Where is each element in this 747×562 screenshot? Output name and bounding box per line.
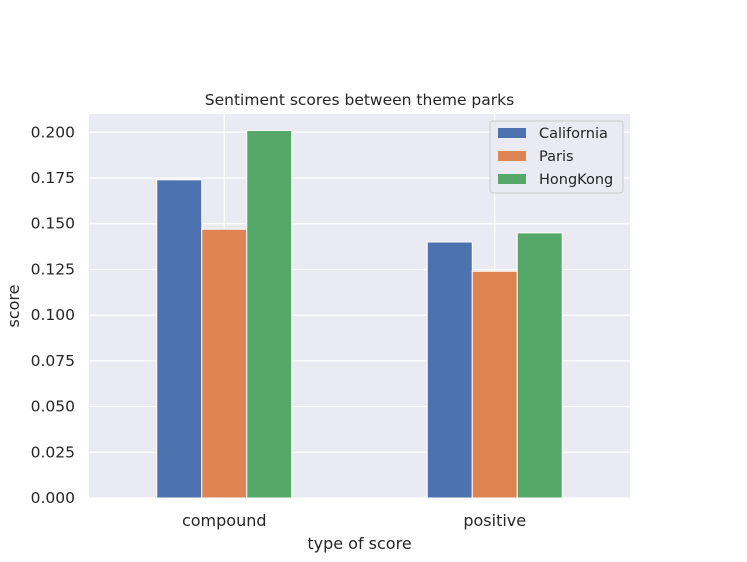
bar-hongkong-compound [246,129,293,499]
y-tick-label: 0.150 [31,215,75,233]
y-tick-label: 0.050 [31,398,75,416]
bar-california-compound [156,179,203,499]
y-axis-label: score [4,285,23,328]
y-tick-label: 0.025 [31,443,75,461]
legend-swatch [498,151,526,161]
legend-swatch [498,128,526,138]
legend-swatch [498,174,526,184]
y-tick-label: 0.075 [31,352,75,370]
y-tick-label: 0.175 [31,169,75,187]
bar-hongkong-positive [516,232,563,499]
legend: California Paris HongKong [489,120,624,194]
chart-title: Sentiment scores between theme parks [205,91,514,109]
x-axis-label: type of score [307,534,411,553]
y-tick-label: 0.100 [31,306,75,324]
x-tick-label: positive [463,511,526,530]
bar-paris-positive [471,270,518,499]
y-tick-labels: 0.000 0.025 0.050 0.075 0.100 0.125 0.150 0.175… [31,123,75,507]
legend-label: Paris [539,149,574,165]
x-tick-labels: compound positive [182,511,526,530]
legend-label: HongKong [539,172,613,188]
legend-label: California [539,126,608,142]
x-tick-label: compound [182,511,267,530]
y-tick-label: 0.000 [31,489,75,507]
legend-items: California Paris HongKong [498,126,613,188]
y-tick-label: 0.125 [31,260,75,278]
bars-layer [156,129,563,499]
bar-california-positive [426,241,473,499]
y-tick-label: 0.200 [31,123,75,141]
bar-paris-compound [201,228,248,499]
